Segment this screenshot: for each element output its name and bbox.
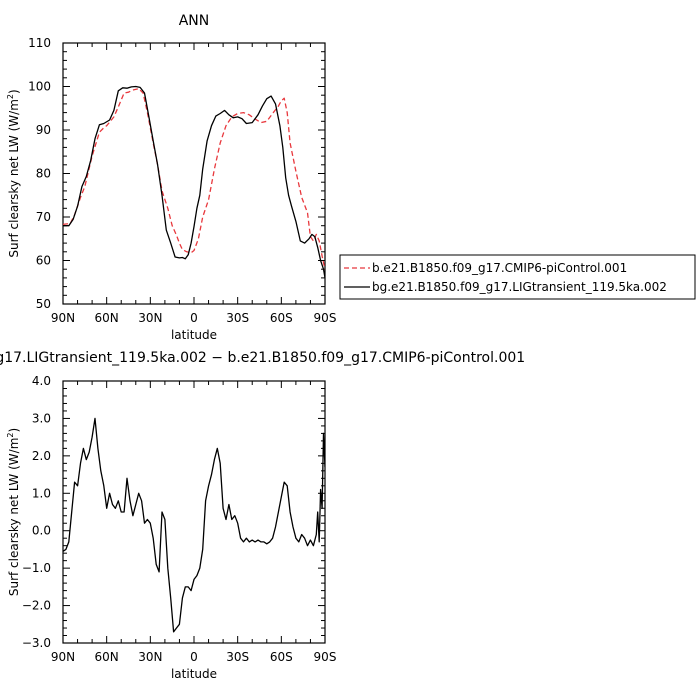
y-tick-label: −1.0 bbox=[22, 561, 51, 575]
y-tick-label: 90 bbox=[36, 123, 51, 137]
x-tick-label: 30N bbox=[138, 311, 162, 325]
x-axis-label: latitude bbox=[171, 667, 217, 681]
x-tick-label: 60S bbox=[270, 650, 293, 664]
y-tick-label: 3.0 bbox=[32, 411, 51, 425]
y-tick-label: −3.0 bbox=[22, 636, 51, 650]
chart-panel-2: bg.e21.B1850.f09_g17.LIGtransient_119.5k… bbox=[0, 350, 525, 681]
y-tick-label: 70 bbox=[36, 210, 51, 224]
x-tick-label: 0 bbox=[190, 311, 198, 325]
x-tick-label: 60N bbox=[95, 311, 119, 325]
legend-label-1: b.e21.B1850.f09_g17.CMIP6-piControl.001 bbox=[372, 261, 627, 275]
x-tick-label: 90S bbox=[314, 311, 337, 325]
x-tick-label: 90N bbox=[51, 650, 75, 664]
y-tick-label: −2.0 bbox=[22, 599, 51, 613]
x-tick-label: 30S bbox=[226, 650, 249, 664]
x-tick-label: 30N bbox=[138, 650, 162, 664]
series-line-1 bbox=[63, 88, 325, 270]
series-line-2 bbox=[63, 85, 325, 279]
y-tick-label: 2.0 bbox=[32, 449, 51, 463]
y-axis-label: Surf clearsky net LW (W/m2) bbox=[6, 89, 21, 257]
x-tick-label: 30S bbox=[226, 311, 249, 325]
y-tick-label: 100 bbox=[28, 80, 51, 94]
x-tick-label: 90N bbox=[51, 311, 75, 325]
y-axis-label: Surf clearsky net LW (W/m2) bbox=[6, 428, 21, 596]
y-tick-label: 50 bbox=[36, 297, 51, 311]
chart-panel-1: ANN 90N 60N 30N 0 30S 60S 90S 50 60 70 80 90 100 110 la… bbox=[6, 13, 696, 342]
y-tick-label: 110 bbox=[28, 36, 51, 50]
y-tick-label: 0.0 bbox=[32, 524, 51, 538]
plot-frame bbox=[62, 380, 326, 644]
legend-label-2: bg.e21.B1850.f09_g17.LIGtransient_119.5k… bbox=[372, 280, 667, 294]
series-line-1 bbox=[63, 417, 325, 633]
chart-title: bg.e21.B1850.f09_g17.LIGtransient_119.5k… bbox=[0, 350, 525, 366]
y-tick-label: 4.0 bbox=[32, 374, 51, 388]
x-tick-label: 0 bbox=[190, 650, 198, 664]
chart-title: ANN bbox=[179, 13, 210, 29]
y-tick-label: 1.0 bbox=[32, 486, 51, 500]
legend: b.e21.B1850.f09_g17.CMIP6-piControl.001b… bbox=[339, 254, 696, 300]
legend-box bbox=[339, 254, 696, 300]
x-tick-label: 60N bbox=[95, 650, 119, 664]
y-tick-label: 60 bbox=[36, 254, 51, 268]
x-tick-label: 90S bbox=[314, 650, 337, 664]
x-axis-label: latitude bbox=[171, 328, 217, 342]
y-tick-label: 80 bbox=[36, 167, 51, 181]
x-tick-label: 60S bbox=[270, 311, 293, 325]
